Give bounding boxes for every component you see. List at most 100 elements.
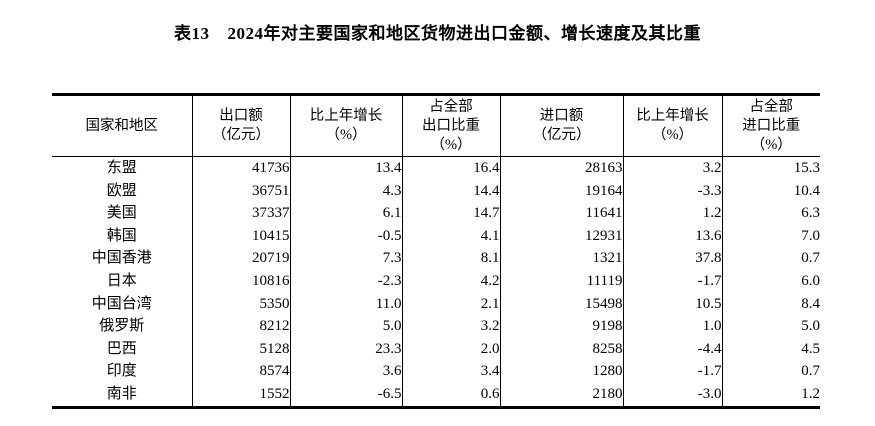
cell-import_growth: -4.4 <box>622 337 722 361</box>
cell-region: 日本 <box>106 272 137 289</box>
cell-import_growth: -3.3 <box>622 179 722 203</box>
cell-import_share: 15.3 <box>721 156 820 180</box>
cell-export_growth: 13.4 <box>289 156 402 180</box>
cell-export_value: 10415 <box>191 224 290 248</box>
column-header-export_growth: 比上年增长 （%） <box>289 94 402 157</box>
table-row: 印度 8574 3.6 3.4 1280 -1.7 0.7 <box>52 360 820 383</box>
cell-export_growth: 11.0 <box>289 292 402 316</box>
cell-export_value: 8574 <box>191 360 290 383</box>
cell-export_growth: 5.0 <box>289 315 402 338</box>
cell-region: 俄罗斯 <box>99 318 145 335</box>
cell-import_value: 2180 <box>499 382 623 408</box>
cell-export_growth: 23.3 <box>289 337 402 361</box>
cell-export_value: 10816 <box>191 269 290 293</box>
cell-import_growth: -3.0 <box>622 382 722 408</box>
cell-region: 美国 <box>106 205 137 222</box>
cell-export_share: 14.7 <box>401 202 500 225</box>
column-header-import_growth: 比上年增长 （%） <box>622 94 722 157</box>
cell-import_growth: -1.7 <box>622 360 722 383</box>
cell-import_share: 6.0 <box>721 269 820 293</box>
cell-export_value: 20719 <box>191 247 290 270</box>
cell-export_share: 4.2 <box>401 269 500 293</box>
table-body: 东盟 41736 13.4 16.4 28163 3.2 15.3 欧盟 36751 4.3 14.… <box>52 156 820 408</box>
cell-export_growth: 4.3 <box>289 179 402 203</box>
column-header-line: （%） <box>325 127 367 143</box>
cell-region: 中国台湾 <box>91 295 152 312</box>
table-title: 表13 2024年对主要国家和地区货物进出口金额、增长速度及其比重 <box>0 0 875 46</box>
cell-export_value: 37337 <box>191 202 290 225</box>
column-header-line: （%） <box>750 136 792 153</box>
cell-region: 印度 <box>106 363 137 380</box>
cell-import_value: 19164 <box>499 179 623 203</box>
cell-export_value: 36751 <box>191 179 290 203</box>
cell-import_value: 11641 <box>499 202 623 225</box>
cell-import_growth: 3.2 <box>622 156 722 180</box>
cell-region: 欧盟 <box>106 182 137 199</box>
cell-import_share: 5.0 <box>721 315 820 338</box>
cell-import_share: 1.2 <box>721 382 820 408</box>
cell-export_value: 5350 <box>191 292 290 316</box>
cell-import_growth: 1.0 <box>622 315 722 338</box>
cell-export_value: 41736 <box>191 156 290 180</box>
cell-import_share: 10.4 <box>721 179 820 203</box>
table-row: 美国 37337 6.1 14.7 11641 1.2 6.3 <box>52 202 820 225</box>
column-header-line: （亿元） <box>532 127 591 143</box>
cell-export_value: 8212 <box>191 315 290 338</box>
cell-import_share: 8.4 <box>721 292 820 316</box>
cell-export_share: 16.4 <box>401 156 500 180</box>
trade-table: 国家和地区 出口额 （亿元） 比上年增长 （%） 占全部出口比重 （%） 进口额 （亿元） 比上年… <box>52 93 820 409</box>
cell-import_share: 4.5 <box>721 337 820 361</box>
cell-export_share: 3.4 <box>401 360 500 383</box>
column-header-line: 占全部 <box>429 98 473 115</box>
table-row: 中国台湾 5350 11.0 2.1 15498 10.5 8.4 <box>52 292 820 316</box>
table-title-text: 2024年对主要国家和地区货物进出口金额、增长速度及其比重 <box>227 24 701 43</box>
table-row: 南非 1552 -6.5 0.6 2180 -3.0 1.2 <box>52 382 820 408</box>
cell-import_value: 15498 <box>499 292 623 316</box>
cell-import_share: 7.0 <box>721 224 820 248</box>
cell-region: 中国香港 <box>91 250 152 267</box>
cell-export_share: 2.0 <box>401 337 500 361</box>
column-header-line: 进口比重 <box>742 117 801 134</box>
table-row: 中国香港 20719 7.3 8.1 1321 37.8 0.7 <box>52 247 820 270</box>
column-header-line: （亿元） <box>212 127 270 143</box>
cell-import_share: 0.7 <box>721 360 820 383</box>
column-header-line: 出口比重 <box>422 117 480 134</box>
column-header-line: 比上年增长 <box>309 108 383 124</box>
table-row: 巴西 5128 23.3 2.0 8258 -4.4 4.5 <box>52 337 820 361</box>
cell-import_share: 6.3 <box>721 202 820 225</box>
cell-export_share: 4.1 <box>401 224 500 248</box>
cell-import_value: 1280 <box>499 360 623 383</box>
cell-export_value: 1552 <box>191 382 290 408</box>
cell-export_growth: -2.3 <box>289 269 402 293</box>
table-row: 东盟 41736 13.4 16.4 28163 3.2 15.3 <box>52 156 820 180</box>
column-header-line: 比上年增长 <box>636 108 709 124</box>
column-header-line: （%） <box>430 136 472 153</box>
column-header-line: 出口额 <box>219 108 263 124</box>
column-header-export_share: 占全部出口比重 （%） <box>401 94 500 157</box>
cell-export_growth: -6.5 <box>289 382 402 408</box>
column-header-line: （%） <box>651 127 694 143</box>
table-header-row: 国家和地区 出口额 （亿元） 比上年增长 （%） 占全部出口比重 （%） 进口额 （亿元） 比上年… <box>52 94 820 157</box>
cell-export_growth: -0.5 <box>289 224 402 248</box>
table-header: 国家和地区 出口额 （亿元） 比上年增长 （%） 占全部出口比重 （%） 进口额 （亿元） 比上年… <box>52 94 820 157</box>
cell-export_growth: 3.6 <box>289 360 402 383</box>
cell-import_share: 0.7 <box>721 247 820 270</box>
cell-export_growth: 6.1 <box>289 202 402 225</box>
column-header-line: 进口额 <box>539 108 584 124</box>
cell-import_value: 11119 <box>499 269 623 293</box>
table-number-label: 表13 <box>174 24 210 43</box>
column-header-line: 国家和地区 <box>85 117 159 134</box>
cell-export_share: 2.1 <box>401 292 500 316</box>
table-row: 日本 10816 -2.3 4.2 11119 -1.7 6.0 <box>52 269 820 293</box>
cell-export_value: 5128 <box>191 337 290 361</box>
cell-export_growth: 7.3 <box>289 247 402 270</box>
cell-import_growth: 10.5 <box>622 292 722 316</box>
table-row: 韩国 10415 -0.5 4.1 12931 13.6 7.0 <box>52 224 820 248</box>
cell-import_value: 28163 <box>499 156 623 180</box>
cell-region: 南非 <box>106 385 137 402</box>
cell-export_share: 14.4 <box>401 179 500 203</box>
cell-import_growth: 1.2 <box>622 202 722 225</box>
cell-import_value: 12931 <box>499 224 623 248</box>
column-header-export_value: 出口额 （亿元） <box>191 94 290 157</box>
column-header-line: 占全部 <box>749 98 794 115</box>
